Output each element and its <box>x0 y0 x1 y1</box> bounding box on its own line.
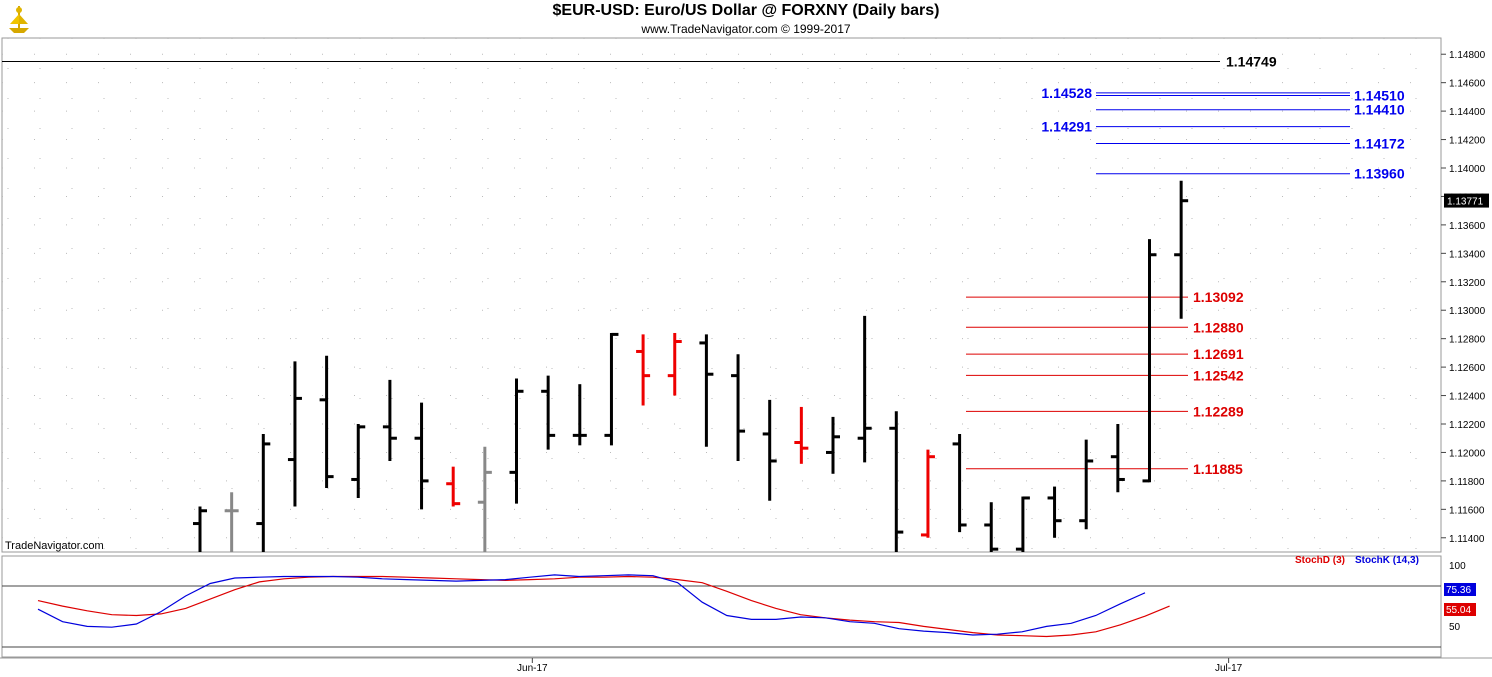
stoch-tick-label: 100 <box>1449 561 1466 572</box>
ohlc-bar <box>1110 424 1125 493</box>
x-tick-label: Jul-17 <box>1215 663 1243 674</box>
ohlc-bar <box>193 506 207 552</box>
ohlc-bar <box>477 446 492 552</box>
ohlc-bar <box>572 384 587 446</box>
y-tick-label: 1.12000 <box>1449 448 1486 459</box>
legend-stochd: StochD (3) <box>1295 555 1345 566</box>
chart-title: $EUR-USD: Euro/US Dollar @ FORXNY (Daily… <box>552 2 940 19</box>
y-tick-label: 1.11400 <box>1449 534 1485 545</box>
ohlc-bar <box>889 411 904 552</box>
stoch-k-readout: 75.36 <box>1446 585 1471 596</box>
price-panel-frame <box>1 37 1442 553</box>
ohlc-bar <box>920 449 935 538</box>
ohlc-bar <box>1079 439 1094 530</box>
y-tick-label: 1.13600 <box>1449 221 1486 232</box>
level-label-red: 1.13092 <box>1193 289 1244 305</box>
y-tick-label: 1.13200 <box>1449 278 1486 289</box>
stoch-d-readout-box <box>1444 603 1476 616</box>
ohlc-bars <box>193 180 1189 552</box>
level-label-blue: 1.13960 <box>1354 166 1405 182</box>
y-tick-label: 1.14200 <box>1449 136 1486 147</box>
ohlc-bar <box>984 502 999 552</box>
y-tick-label: 1.12400 <box>1449 392 1486 403</box>
legend-stochk: StochK (14,3) <box>1355 555 1419 566</box>
ohlc-bar <box>762 399 777 501</box>
y-tick-label: 1.14000 <box>1449 164 1486 175</box>
ohlc-bar <box>1047 486 1062 538</box>
ohlc-bar <box>699 334 714 447</box>
stoch-d-readout: 55.04 <box>1446 605 1471 616</box>
ohlc-bar <box>414 402 429 510</box>
ohlc-bar <box>826 416 840 474</box>
ohlc-bar <box>509 378 524 504</box>
ohlc-bar <box>667 332 682 396</box>
level-label-blue: 1.14410 <box>1354 102 1405 118</box>
copyright-text: www.TradeNavigator.com © 1999-2017 <box>641 22 851 36</box>
ohlc-bar <box>794 406 809 464</box>
level-label-red: 1.11885 <box>1193 461 1243 477</box>
stoch-line-k <box>37 574 1146 636</box>
stochastic-panel-frame <box>1 555 1442 658</box>
level-label-red: 1.12289 <box>1193 403 1244 419</box>
stoch-tick-label: 50 <box>1449 622 1461 633</box>
logo-icon <box>4 4 34 39</box>
ohlc-bar <box>224 492 239 552</box>
last-price-label: 1.13771 <box>1447 197 1484 208</box>
level-label-black: 1.14749 <box>1226 53 1277 69</box>
ohlc-bar <box>731 354 746 461</box>
stoch-k-readout-box <box>1444 583 1476 596</box>
y-tick-label: 1.14600 <box>1449 79 1486 90</box>
y-tick-label: 1.12200 <box>1449 420 1486 431</box>
ohlc-bar <box>319 355 334 488</box>
ohlc-bar <box>636 334 651 406</box>
level-label-blue: 1.14510 <box>1354 87 1405 103</box>
y-tick-label: 1.12600 <box>1449 363 1486 374</box>
ohlc-bar <box>287 361 302 507</box>
ohlc-bar <box>541 375 556 450</box>
watermark-text: TradeNavigator.com <box>5 540 104 552</box>
level-label-blue: 1.14291 <box>1041 119 1092 135</box>
ohlc-bar <box>857 315 872 463</box>
y-tick-label: 1.14400 <box>1449 107 1486 118</box>
x-tick-label: Jun-17 <box>517 663 548 674</box>
level-label-red: 1.12880 <box>1193 319 1244 335</box>
y-tick-label: 1.14800 <box>1449 50 1486 61</box>
y-tick-label: 1.12800 <box>1449 335 1486 346</box>
last-price-box <box>1444 193 1489 208</box>
level-label-blue: 1.14528 <box>1041 85 1092 101</box>
ohlc-bar <box>256 433 271 552</box>
level-label-blue: 1.14172 <box>1354 136 1405 152</box>
ohlc-bar <box>1015 496 1030 552</box>
y-tick-label: 1.13400 <box>1449 249 1486 260</box>
ohlc-bar <box>952 433 967 533</box>
level-label-red: 1.12542 <box>1193 367 1244 383</box>
level-label-red: 1.12691 <box>1193 346 1244 362</box>
ohlc-bar <box>1142 239 1157 483</box>
stoch-line-d <box>37 575 1170 638</box>
ohlc-bar <box>1174 180 1189 319</box>
ohlc-bar <box>604 332 619 446</box>
y-tick-label: 1.11600 <box>1449 505 1485 516</box>
ohlc-bar <box>446 466 461 507</box>
ohlc-bar <box>382 379 397 461</box>
y-tick-label: 1.11800 <box>1449 477 1485 488</box>
ohlc-bar <box>351 424 366 498</box>
y-tick-label: 1.13000 <box>1449 306 1486 317</box>
